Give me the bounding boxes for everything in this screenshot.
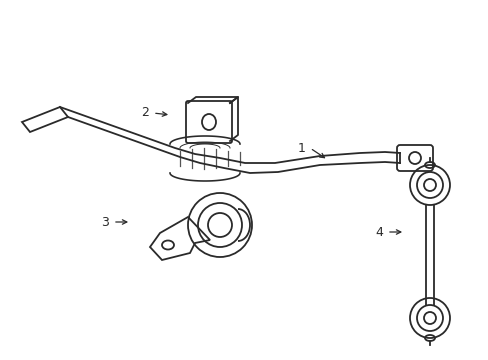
Text: 1: 1	[298, 141, 305, 154]
Text: 3: 3	[101, 216, 109, 229]
Text: 4: 4	[374, 225, 382, 238]
Text: 2: 2	[141, 107, 149, 120]
